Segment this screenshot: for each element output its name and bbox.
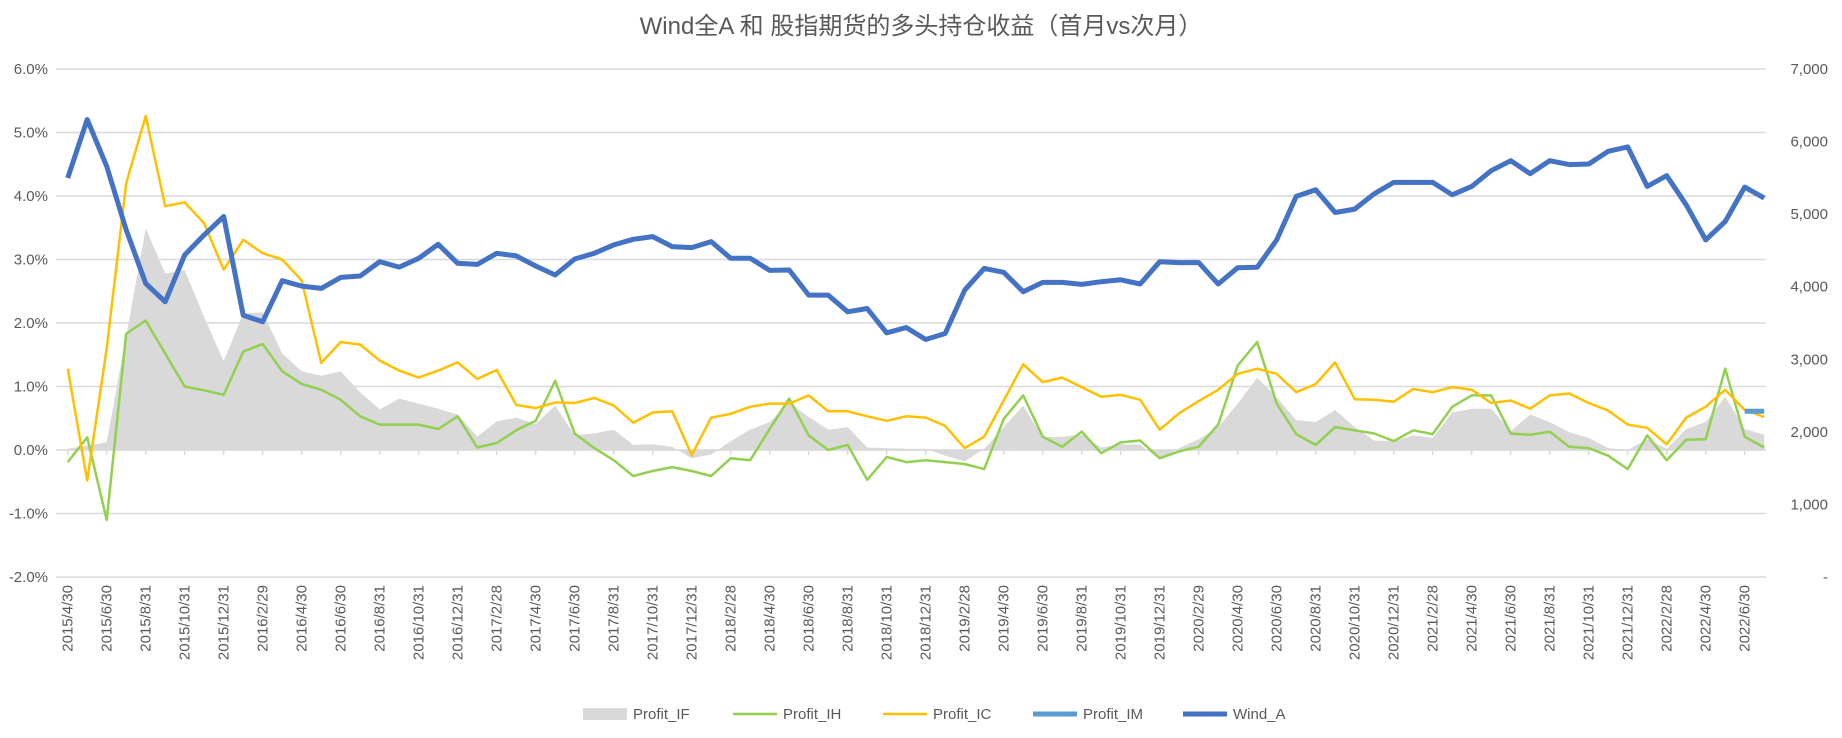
right-axis: - 1,000 2,000 3,000 4,000 5,000 6,000 7,000 [1790, 61, 1828, 586]
x-tick-label: 2015/10/31 [177, 585, 194, 660]
left-axis: -2.0% -1.0% 0.0% 1.0% 2.0% 3.0% 4.0% 5.0% 6.0% [9, 61, 48, 586]
x-axis [66, 449, 1766, 455]
x-tick-label: 2016/4/30 [294, 585, 311, 652]
x-tick-label: 2017/12/31 [684, 585, 701, 660]
x-tick-label: 2017/8/31 [606, 585, 623, 652]
x-tick-label: 2018/2/28 [723, 585, 740, 652]
x-tick-label: 2020/10/31 [1347, 585, 1364, 660]
x-tick-label: 2022/2/28 [1659, 585, 1676, 652]
right-tick-label: 2,000 [1790, 424, 1828, 441]
x-tick-label: 2019/4/30 [996, 585, 1013, 652]
chart-title: Wind全A 和 股指期货的多头持仓收益（首月vs次月） [640, 13, 1203, 40]
left-tick-label: 1.0% [14, 379, 48, 396]
right-tick-label: 3,000 [1790, 351, 1828, 368]
x-axis-labels: 2015/4/30 2015/6/30 2015/8/31 2015/10/31 201… [60, 585, 1754, 660]
x-tick-label: 2018/8/31 [840, 585, 857, 652]
left-tick-label: -1.0% [9, 506, 48, 523]
left-tick-label: 5.0% [14, 125, 48, 142]
x-tick-label: 2015/6/30 [99, 585, 116, 652]
x-tick-label: 2016/2/29 [255, 585, 272, 652]
series-line-wind-a [65, 117, 1766, 342]
series-area-profit-if [67, 228, 1765, 462]
right-tick-label: 4,000 [1790, 279, 1828, 296]
area-layer [67, 228, 1765, 462]
x-tick-label: 2019/6/30 [1035, 585, 1052, 652]
x-tick-label: 2021/2/28 [1425, 585, 1442, 652]
x-tick-label: 2017/6/30 [567, 585, 584, 652]
x-tick-label: 2021/12/31 [1620, 585, 1637, 660]
x-tick-label: 2018/4/30 [762, 585, 779, 652]
x-tick-label: 2016/6/30 [333, 585, 350, 652]
left-tick-label: 4.0% [14, 188, 48, 205]
left-tick-label: 3.0% [14, 252, 48, 269]
right-tick-label: 5,000 [1790, 206, 1828, 223]
legend-label: Profit_IM [1083, 706, 1143, 723]
series-line-profit-ic [66, 114, 1765, 482]
x-tick-label: 2022/6/30 [1737, 585, 1754, 652]
x-tick-label: 2016/12/31 [450, 585, 467, 660]
legend: Profit_IF Profit_IH Profit_IC Profit_IM Wind… [583, 706, 1286, 723]
x-tick-label: 2022/4/30 [1698, 585, 1715, 652]
x-tick-label: 2015/8/31 [138, 585, 155, 652]
x-tick-label: 2019/12/31 [1152, 585, 1169, 660]
x-tick-label: 2018/12/31 [918, 585, 935, 660]
x-tick-label: 2020/8/31 [1308, 585, 1325, 652]
right-tick-label: - [1823, 569, 1828, 586]
x-tick-label: 2021/8/31 [1542, 585, 1559, 652]
x-tick-label: 2020/4/30 [1230, 585, 1247, 652]
x-tick-label: 2021/10/31 [1581, 585, 1598, 660]
legend-item-profit-ih: Profit_IH [733, 706, 841, 723]
legend-item-profit-if: Profit_IF [583, 706, 690, 723]
x-tick-label: 2021/6/30 [1503, 585, 1520, 652]
legend-item-profit-im: Profit_IM [1033, 706, 1143, 723]
legend-label: Profit_IC [933, 706, 992, 723]
legend-item-wind-a: Wind_A [1183, 706, 1286, 723]
x-tick-label: 2016/8/31 [372, 585, 389, 652]
x-tick-label: 2015/12/31 [216, 585, 233, 660]
right-tick-label: 1,000 [1790, 496, 1828, 513]
legend-swatch [583, 708, 627, 720]
x-tick-label: 2017/2/28 [489, 585, 506, 652]
x-tick-label: 2020/6/30 [1269, 585, 1286, 652]
x-tick-label: 2020/12/31 [1386, 585, 1403, 660]
left-tick-label: 2.0% [14, 315, 48, 332]
x-tick-label: 2016/10/31 [411, 585, 428, 660]
left-tick-label: 0.0% [14, 442, 48, 459]
legend-label: Wind_A [1233, 706, 1286, 723]
right-tick-label: 7,000 [1790, 61, 1828, 78]
lines-layer [65, 114, 1766, 522]
left-tick-label: -2.0% [9, 569, 48, 586]
x-tick-label: 2019/10/31 [1113, 585, 1130, 660]
x-tick-label: 2019/8/31 [1074, 585, 1091, 652]
x-tick-label: 2018/6/30 [801, 585, 818, 652]
left-tick-label: 6.0% [14, 61, 48, 78]
x-tick-label: 2019/2/28 [957, 585, 974, 652]
legend-item-profit-ic: Profit_IC [883, 706, 992, 723]
x-tick-label: 2017/10/31 [645, 585, 662, 660]
x-tick-label: 2021/4/30 [1464, 585, 1481, 652]
right-tick-label: 6,000 [1790, 134, 1828, 151]
x-tick-label: 2015/4/30 [60, 585, 77, 652]
x-tick-label: 2017/4/30 [528, 585, 545, 652]
legend-label: Profit_IF [633, 706, 690, 723]
x-tick-label: 2020/2/29 [1191, 585, 1208, 652]
legend-label: Profit_IH [783, 706, 841, 723]
x-tick-label: 2018/10/31 [879, 585, 896, 660]
